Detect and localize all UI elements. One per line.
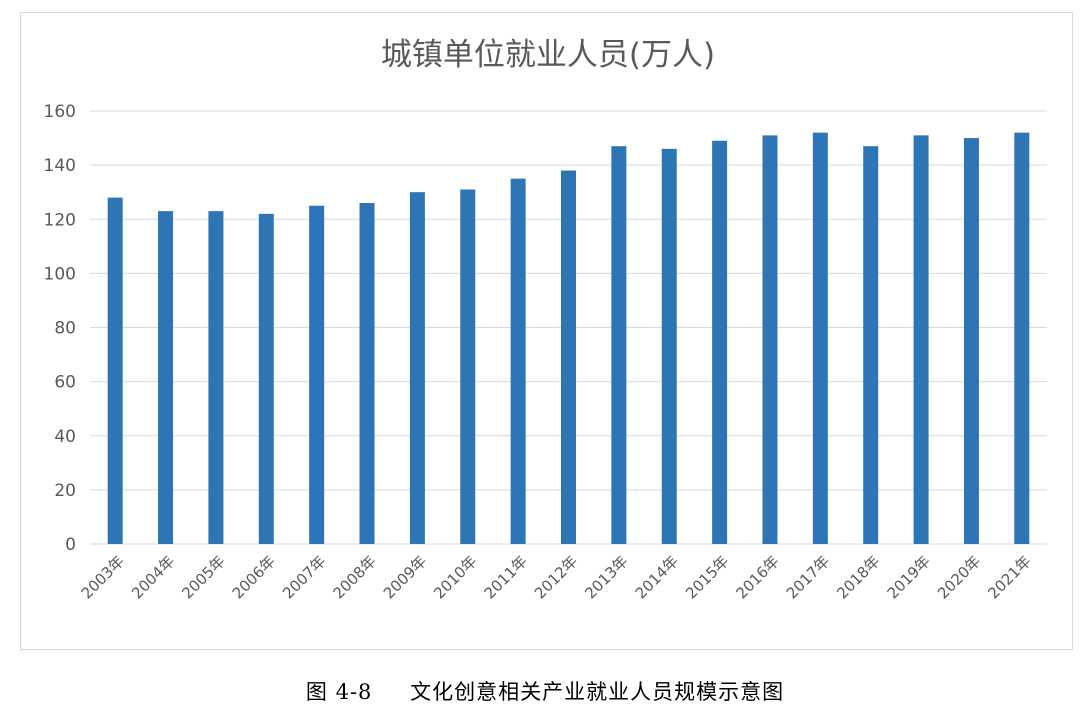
x-tick-label: 2007年 — [279, 552, 329, 602]
bar — [863, 146, 879, 544]
chart-frame — [20, 12, 1073, 650]
y-tick-label: 0 — [65, 535, 76, 555]
x-axis-ticks: 2003年 2004年 2005年 2006年 2007年 2008年 2009年 2010年… — [78, 552, 1035, 602]
x-tick-label: 2008年 — [330, 552, 380, 602]
x-tick-label: 2017年 — [783, 552, 833, 602]
y-tick-label: 140 — [44, 156, 76, 176]
y-tick-label: 20 — [54, 481, 76, 501]
bar — [258, 213, 274, 544]
bar — [913, 135, 929, 544]
bar — [409, 192, 425, 544]
bar — [359, 203, 375, 544]
bar — [510, 178, 526, 544]
x-tick-label: 2020年 — [934, 552, 984, 602]
chart-title: 城镇单位就业人员(万人) — [381, 37, 715, 73]
bar — [460, 189, 476, 544]
caption-text: 文化创意相关产业就业人员规模示意图 — [410, 680, 785, 704]
y-tick-label: 80 — [54, 319, 76, 339]
x-tick-label: 2015年 — [682, 552, 732, 602]
bar — [963, 138, 979, 544]
bar — [812, 132, 828, 544]
x-tick-label: 2013年 — [581, 552, 631, 602]
caption-number: 图 4-8 — [305, 680, 373, 704]
x-tick-label: 2011年 — [481, 552, 531, 602]
bar — [107, 197, 123, 544]
x-tick-label: 2021年 — [984, 552, 1034, 602]
x-tick-label: 2003年 — [78, 552, 128, 602]
y-tick-label: 40 — [54, 427, 76, 447]
x-tick-label: 2004年 — [128, 552, 178, 602]
x-tick-label: 2009年 — [380, 552, 430, 602]
y-axis-ticks: 0 20 40 60 80 100 120 140 160 — [44, 102, 76, 555]
bar — [561, 170, 576, 544]
bar-chart: 城镇单位就业人员(万人) 0 20 40 60 80 100 120 140 160 2003年… — [44, 37, 1047, 602]
bar — [309, 205, 325, 544]
x-tick-label: 2005年 — [178, 552, 228, 602]
y-tick-label: 120 — [44, 210, 76, 230]
x-tick-label: 2016年 — [732, 552, 782, 602]
bars — [107, 132, 1030, 545]
bar — [712, 140, 728, 545]
x-tick-label: 2010年 — [430, 552, 480, 602]
bar — [158, 211, 174, 544]
figure-caption: 图 4-8 文化创意相关产业就业人员规模示意图 — [0, 676, 1090, 706]
gridlines — [90, 110, 1047, 545]
bar — [1014, 132, 1030, 544]
bar — [611, 146, 627, 544]
y-tick-label: 160 — [44, 102, 76, 122]
x-tick-label: 2018年 — [833, 552, 883, 602]
x-tick-label: 2019年 — [884, 552, 934, 602]
y-tick-label: 60 — [54, 373, 76, 393]
x-tick-label: 2012年 — [531, 552, 581, 602]
x-tick-label: 2006年 — [229, 552, 279, 602]
x-tick-label: 2014年 — [632, 552, 682, 602]
bar — [762, 135, 778, 544]
bar — [661, 148, 677, 544]
bar — [208, 211, 224, 544]
y-tick-label: 100 — [44, 264, 76, 284]
